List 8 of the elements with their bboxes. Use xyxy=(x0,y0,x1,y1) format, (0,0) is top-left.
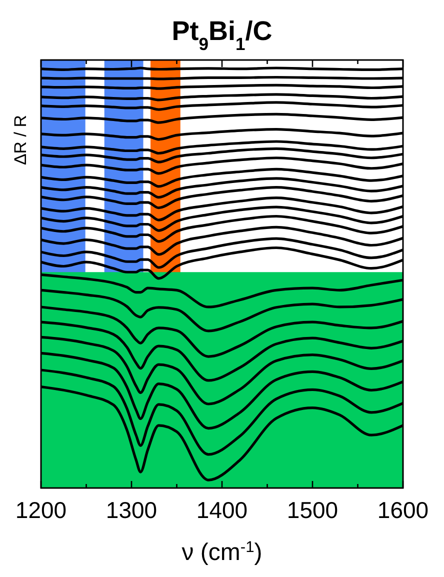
x-tick-label: 1200 xyxy=(15,497,67,523)
chart-title: Pt$_{9}$Bi$_{1}$/C xyxy=(172,16,272,54)
x-tick-label: 1500 xyxy=(286,497,338,523)
x-tick-label: 1400 xyxy=(196,497,248,523)
x-tick-label: 1300 xyxy=(106,497,158,523)
y-axis-title: ΔR / R xyxy=(11,114,30,166)
x-axis-title: ν (cm$^{-1}$) xyxy=(182,538,262,566)
x-tick-label: 1600 xyxy=(377,497,429,523)
